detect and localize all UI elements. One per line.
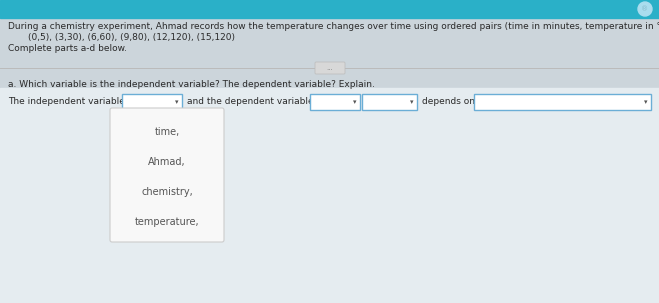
Text: Complete parts a-d below.: Complete parts a-d below. bbox=[8, 44, 127, 53]
Bar bbox=[474, 94, 651, 110]
Text: and the dependent variable is: and the dependent variable is bbox=[187, 98, 324, 106]
Text: During a chemistry experiment, Ahmad records how the temperature changes over ti: During a chemistry experiment, Ahmad rec… bbox=[8, 22, 659, 31]
FancyBboxPatch shape bbox=[315, 62, 345, 74]
Text: depends on: depends on bbox=[422, 98, 475, 106]
Bar bbox=[122, 94, 182, 110]
Text: temperature,: temperature, bbox=[134, 217, 199, 227]
FancyBboxPatch shape bbox=[110, 108, 224, 242]
Text: chemistry,: chemistry, bbox=[141, 187, 193, 197]
Text: ®: ® bbox=[641, 6, 648, 12]
Text: ▾: ▾ bbox=[175, 99, 179, 105]
Bar bbox=[0, 18, 659, 88]
Bar bbox=[362, 94, 417, 110]
Text: ...: ... bbox=[327, 65, 333, 71]
Text: Ahmad,: Ahmad, bbox=[148, 157, 186, 167]
Text: The independent variable is: The independent variable is bbox=[8, 98, 135, 106]
Text: a. Which variable is the independent variable? The dependent variable? Explain.: a. Which variable is the independent var… bbox=[8, 80, 375, 89]
Text: ▾: ▾ bbox=[353, 99, 357, 105]
Bar bbox=[0, 0, 659, 18]
Text: ▾: ▾ bbox=[645, 99, 648, 105]
Bar bbox=[0, 88, 659, 303]
Text: (0,5), (3,30), (6,60), (9,80), (12,120), (15,120): (0,5), (3,30), (6,60), (9,80), (12,120),… bbox=[28, 33, 235, 42]
Text: ▾: ▾ bbox=[411, 99, 414, 105]
Circle shape bbox=[638, 2, 652, 16]
Text: time,: time, bbox=[154, 127, 180, 137]
Bar bbox=[310, 94, 360, 110]
